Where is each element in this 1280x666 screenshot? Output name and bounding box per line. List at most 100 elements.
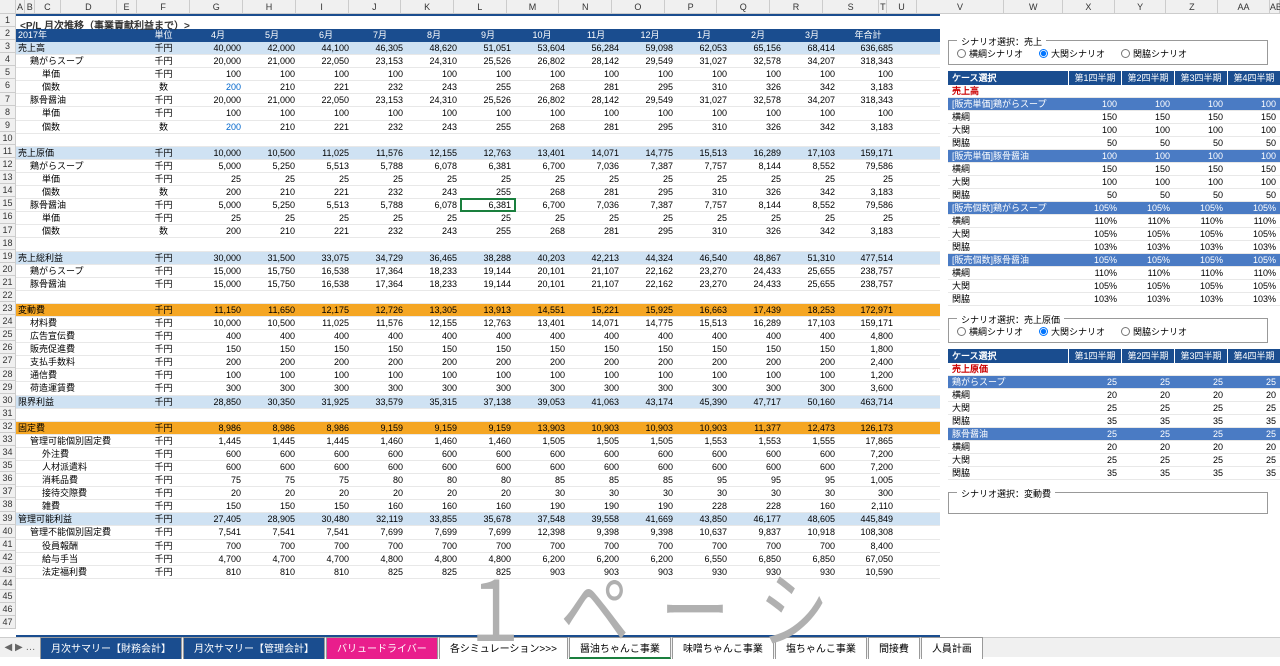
cell[interactable]: 24,310 [407, 55, 461, 67]
cell[interactable]: 825 [353, 566, 407, 578]
cell[interactable]: 100 [407, 369, 461, 381]
cell[interactable]: 21,000 [245, 55, 299, 67]
cell[interactable]: 100 [299, 107, 353, 119]
sheet-tab[interactable]: バリュードライバー [326, 637, 438, 659]
cell[interactable]: 326 [731, 225, 785, 237]
cell[interactable]: 400 [191, 330, 245, 342]
cell[interactable]: 150 [623, 343, 677, 355]
cell[interactable]: 6,700 [515, 160, 569, 172]
cell[interactable]: 21,107 [569, 265, 623, 277]
cell[interactable]: 19,144 [461, 278, 515, 290]
cell[interactable]: 600 [191, 461, 245, 473]
cell[interactable]: 600 [191, 448, 245, 460]
cell[interactable]: 200 [191, 81, 245, 93]
cell[interactable]: 160 [407, 500, 461, 512]
cell[interactable]: 255 [461, 81, 515, 93]
cell[interactable]: 30 [623, 487, 677, 499]
cell[interactable]: 75 [299, 474, 353, 486]
cell[interactable]: 7,541 [299, 526, 353, 538]
cell[interactable]: 600 [299, 461, 353, 473]
cell[interactable]: 38,288 [461, 252, 515, 264]
cell[interactable]: 150 [245, 500, 299, 512]
cell[interactable]: 7,757 [677, 199, 731, 211]
cell[interactable]: 25 [407, 173, 461, 185]
cell[interactable]: 281 [569, 186, 623, 198]
cell[interactable]: 5,250 [245, 160, 299, 172]
cell[interactable]: 600 [785, 448, 839, 460]
cell[interactable]: 200 [191, 186, 245, 198]
cell[interactable]: 210 [245, 186, 299, 198]
cell[interactable]: 400 [569, 330, 623, 342]
cell[interactable]: 42,000 [245, 42, 299, 54]
cell[interactable]: 200 [785, 356, 839, 368]
cell[interactable]: 232 [353, 121, 407, 133]
cell[interactable]: 10,500 [245, 147, 299, 159]
cell[interactable]: 700 [245, 540, 299, 552]
cell[interactable]: 100 [623, 369, 677, 381]
sheet-tab[interactable]: 月次サマリー【財務会計】 [40, 637, 182, 659]
cell[interactable]: 46,305 [353, 42, 407, 54]
cell[interactable]: 47,717 [731, 396, 785, 408]
cell[interactable]: 95 [677, 474, 731, 486]
cell[interactable]: 255 [461, 225, 515, 237]
cell[interactable]: 20 [191, 487, 245, 499]
cell[interactable]: 21,107 [569, 278, 623, 290]
cell[interactable]: 221 [299, 225, 353, 237]
cell[interactable]: 600 [245, 448, 299, 460]
cell[interactable]: 160 [461, 500, 515, 512]
cell[interactable]: 10,903 [569, 422, 623, 434]
cell[interactable]: 30,350 [245, 396, 299, 408]
cell[interactable]: 40,203 [515, 252, 569, 264]
cell[interactable]: 16,538 [299, 278, 353, 290]
cell[interactable]: 810 [245, 566, 299, 578]
cell[interactable]: 15,000 [191, 278, 245, 290]
cell[interactable]: 8,552 [785, 160, 839, 172]
cell[interactable]: 300 [569, 382, 623, 394]
cell[interactable]: 300 [623, 382, 677, 394]
cell[interactable]: 400 [245, 330, 299, 342]
cell[interactable]: 295 [623, 186, 677, 198]
cell[interactable]: 12,155 [407, 317, 461, 329]
cell[interactable]: 7,387 [623, 199, 677, 211]
cell[interactable]: 13,305 [407, 304, 461, 316]
cell[interactable]: 100 [191, 369, 245, 381]
cell[interactable]: 53,604 [515, 42, 569, 54]
cell[interactable]: 25 [515, 212, 569, 224]
cell[interactable]: 210 [245, 121, 299, 133]
cell[interactable]: 600 [299, 448, 353, 460]
cell[interactable]: 326 [731, 186, 785, 198]
cell[interactable]: 25,526 [461, 94, 515, 106]
cell[interactable]: 7,757 [677, 160, 731, 172]
cell[interactable]: 15,513 [677, 317, 731, 329]
cell[interactable]: 228 [677, 500, 731, 512]
cell[interactable]: 12,763 [461, 317, 515, 329]
cell[interactable]: 295 [623, 81, 677, 93]
cell[interactable]: 100 [299, 369, 353, 381]
cell[interactable]: 13,401 [515, 317, 569, 329]
cell[interactable]: 23,153 [353, 55, 407, 67]
cell[interactable]: 15,221 [569, 304, 623, 316]
cell[interactable]: 50,160 [785, 396, 839, 408]
cell[interactable]: 25,526 [461, 55, 515, 67]
cell[interactable]: 810 [299, 566, 353, 578]
cell[interactable]: 37,548 [515, 513, 569, 525]
cell[interactable]: 100 [245, 369, 299, 381]
cell[interactable]: 400 [299, 330, 353, 342]
cell[interactable]: 310 [677, 186, 731, 198]
cell[interactable]: 1,505 [623, 435, 677, 447]
cell[interactable]: 255 [461, 121, 515, 133]
cell[interactable]: 150 [515, 343, 569, 355]
cell[interactable]: 26,802 [515, 55, 569, 67]
cell[interactable]: 300 [353, 382, 407, 394]
cell[interactable]: 25 [623, 173, 677, 185]
cell[interactable]: 1,553 [731, 435, 785, 447]
cell[interactable]: 85 [569, 474, 623, 486]
sheet-tab[interactable]: 人員計画 [921, 637, 983, 659]
cell[interactable]: 342 [785, 121, 839, 133]
cell[interactable]: 30 [515, 487, 569, 499]
cell[interactable]: 19,144 [461, 265, 515, 277]
cell[interactable]: 228 [731, 500, 785, 512]
cell[interactable]: 25 [785, 173, 839, 185]
cell[interactable]: 200 [191, 356, 245, 368]
cell[interactable]: 25,655 [785, 278, 839, 290]
